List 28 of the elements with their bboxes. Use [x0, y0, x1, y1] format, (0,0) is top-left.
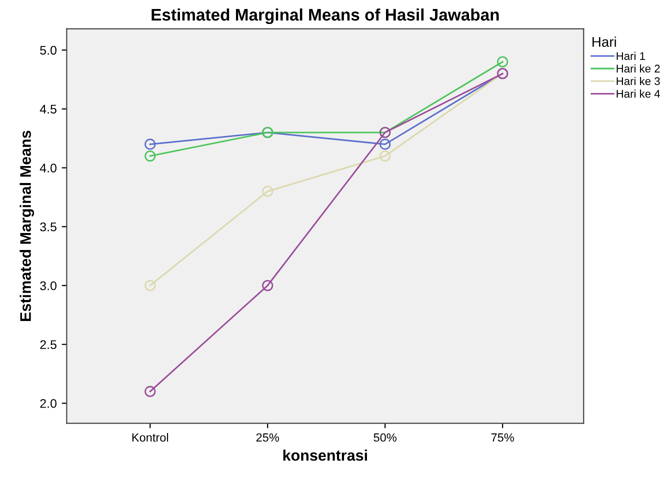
legend-label: Hari ke 4 [616, 90, 660, 98]
x-tick-label: 25% [256, 433, 279, 442]
y-tick-label: 4.0 [40, 164, 56, 172]
y-tick-label: 2.0 [40, 399, 56, 408]
legend-label: Hari ke 3 [616, 76, 660, 86]
point [144, 150, 156, 162]
x-tick-label: Kontrol [132, 433, 168, 442]
point [144, 280, 156, 292]
chart-title: Estimated Marginal Means of Hasil Jawaban [152, 8, 499, 24]
x-axis-title: konsentrasi [283, 450, 367, 461]
legend-title: Hari [592, 36, 616, 47]
point [262, 186, 274, 197]
y-tick-label: 2.5 [40, 340, 56, 350]
x-tick-label: 75% [491, 433, 514, 442]
y-tick-label: 3.5 [40, 222, 56, 232]
point [380, 138, 391, 150]
point [144, 386, 156, 398]
y-axis-title: Estimated Marginal Means [20, 130, 34, 321]
x-tick-label: 50% [374, 433, 396, 442]
y-tick-label: 3.0 [40, 281, 56, 290]
point [144, 138, 156, 150]
y-tick-label: 4.5 [40, 104, 56, 114]
legend-label: Hari ke 2 [616, 64, 660, 73]
legend-label: Hari 1 [616, 52, 645, 60]
y-tick-label: 5.0 [40, 46, 56, 55]
point [380, 150, 391, 162]
point [262, 280, 274, 292]
point [497, 56, 508, 68]
